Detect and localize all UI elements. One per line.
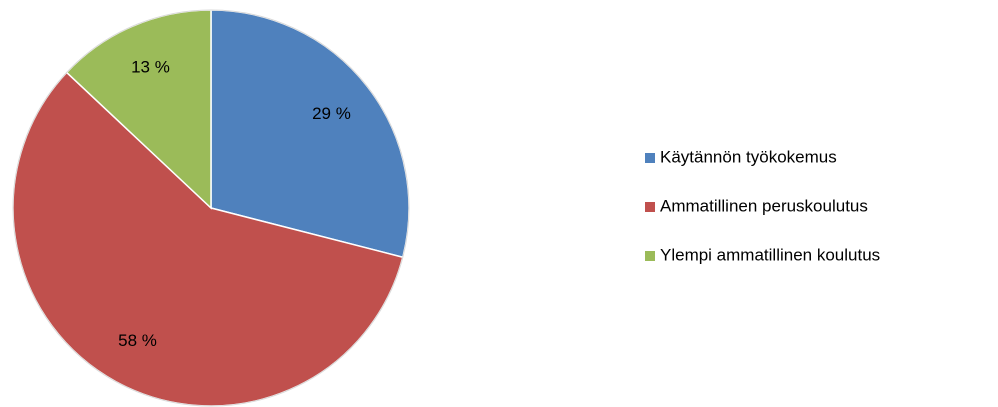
data-label: 29 %: [312, 104, 351, 123]
legend-swatch: [645, 251, 655, 261]
legend-label: Ylempi ammatillinen koulutus: [660, 245, 880, 264]
data-label: 13 %: [131, 58, 170, 77]
legend-label: Ammatillinen peruskoulutus: [660, 196, 868, 215]
legend-swatch: [645, 153, 655, 163]
legend-label: Käytännön työkokemus: [660, 147, 837, 166]
pie-outline: [12, 9, 410, 407]
data-label: 58 %: [118, 331, 157, 350]
legend-swatch: [645, 202, 655, 212]
